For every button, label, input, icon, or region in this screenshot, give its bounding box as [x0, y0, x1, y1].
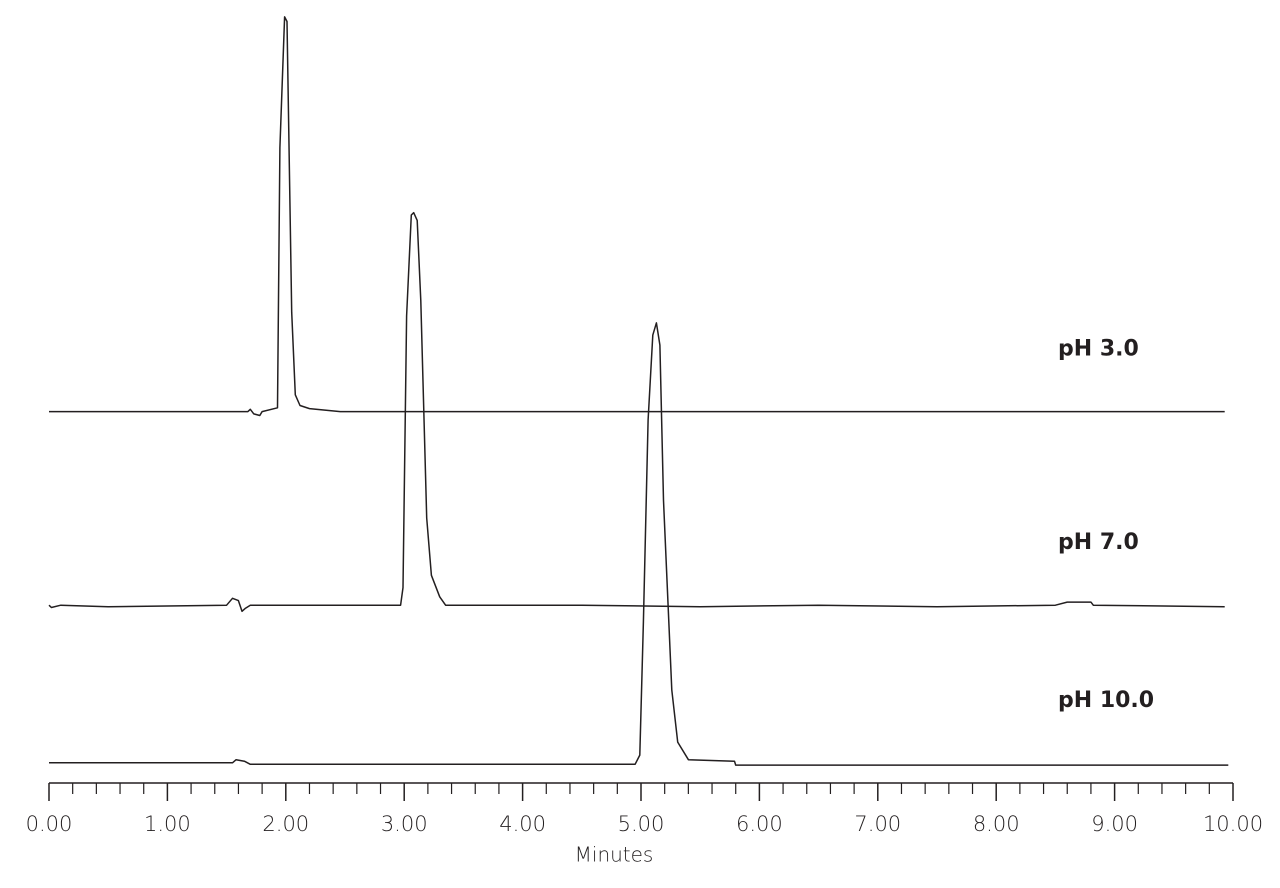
x-tick-label: 9.00	[1091, 812, 1138, 836]
x-tick-label: 1.00	[144, 812, 191, 836]
x-tick-label: 7.00	[854, 812, 901, 836]
x-axis-title: Minutes	[575, 843, 654, 867]
x-tick-label: 8.00	[973, 812, 1020, 836]
x-tick-label: 6.00	[736, 812, 783, 836]
x-tick-label: 2.00	[262, 812, 309, 836]
series-label: pH 7.0	[1058, 530, 1139, 555]
series-label: pH 3.0	[1058, 337, 1139, 362]
series-label: pH 10.0	[1058, 688, 1154, 713]
x-tick-label: 4.00	[499, 812, 546, 836]
trace	[48, 211, 1225, 613]
trace	[49, 16, 1225, 417]
x-tick-label: 10.00	[1203, 812, 1263, 836]
x-tick-label: 0.00	[26, 812, 73, 836]
x-tick-label: 3.00	[381, 812, 428, 836]
trace	[49, 322, 1229, 766]
x-tick-label: 5.00	[618, 812, 665, 836]
